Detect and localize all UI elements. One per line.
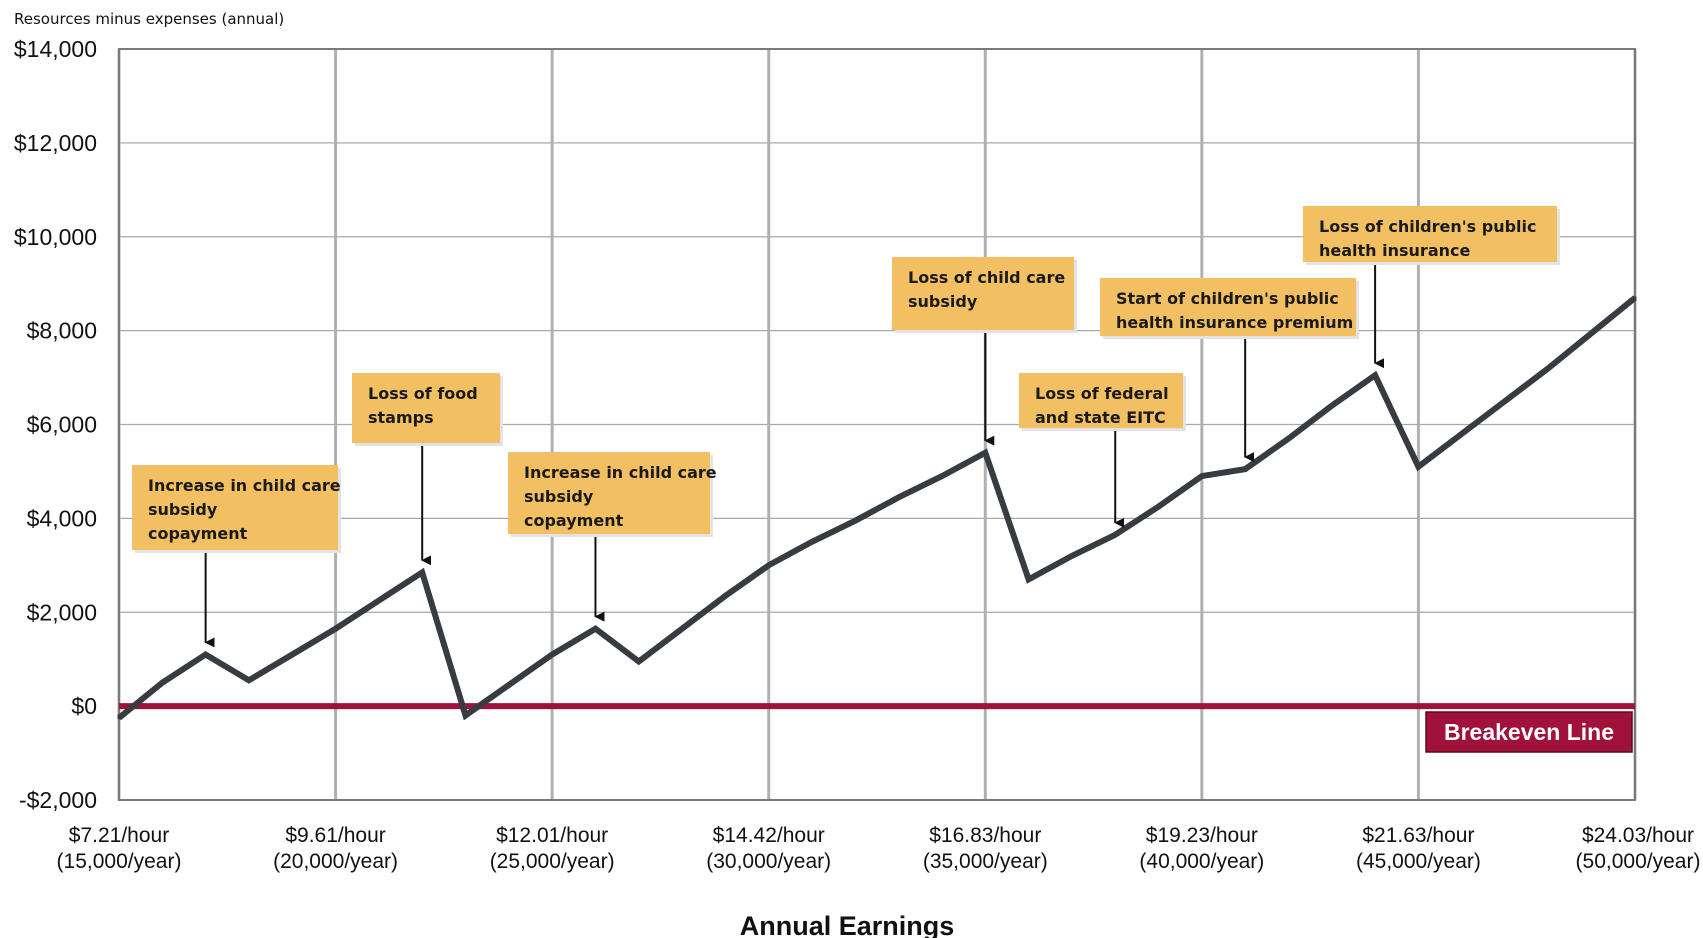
y-tick-label-3: $4,000 — [27, 505, 97, 531]
data-point-29 — [1373, 373, 1377, 377]
data-point-30 — [1416, 465, 1420, 469]
y-tick-label-2: $2,000 — [27, 599, 97, 625]
breakeven-group: Breakeven Line — [119, 703, 1635, 753]
data-point-9 — [507, 683, 511, 687]
y-tick-label-0: -$2,000 — [19, 787, 97, 813]
annotation-box-3 — [892, 257, 1074, 330]
data-point-0 — [117, 716, 121, 720]
data-point-3 — [247, 678, 251, 682]
x-ticks: $7.21/hour (15,000/year) $9.61/hour (20,000… — [57, 824, 1701, 873]
data-point-24 — [1157, 505, 1161, 509]
data-point-2 — [204, 652, 208, 656]
data-point-16 — [810, 540, 814, 544]
y-tick-label-4: $6,000 — [27, 412, 97, 438]
x-axis-label: Annual Earnings — [740, 911, 955, 938]
data-point-12 — [637, 660, 641, 664]
x-tick-label-6: $21.63/hour — [1362, 824, 1474, 847]
annotation-text-1: Loss of food stamps — [368, 384, 478, 427]
data-point-8 — [464, 714, 468, 718]
data-point-18 — [897, 495, 901, 499]
x-tick-sublabel-3: (30,000/year) — [706, 850, 831, 873]
annotation-text-0: Increase in child care subsidy copayment — [148, 476, 341, 543]
series-group — [117, 295, 1637, 721]
annotation-text-5: Start of children's public health insuran… — [1116, 289, 1353, 332]
annotation-text-2: Increase in child care subsidy copayment — [524, 463, 717, 530]
data-point-6 — [377, 599, 381, 603]
x-tick-sublabel-4: (35,000/year) — [923, 850, 1048, 873]
data-point-14 — [723, 594, 727, 598]
data-point-34 — [1590, 331, 1594, 335]
y-tick-label-8: $14,000 — [14, 36, 97, 62]
data-point-20 — [983, 451, 987, 455]
data-point-10 — [550, 652, 554, 656]
x-tick-label-0: $7.21/hour — [69, 824, 169, 847]
annotations: Increase in child care subsidy copayment Lo… — [132, 206, 1560, 648]
x-tick-label-1: $9.61/hour — [285, 824, 385, 847]
data-point-25 — [1200, 474, 1204, 478]
data-point-11 — [593, 627, 597, 631]
data-point-35 — [1633, 296, 1637, 300]
x-tick-sublabel-5: (40,000/year) — [1139, 850, 1264, 873]
annotation-box-1 — [352, 373, 500, 443]
x-tick-sublabel-6: (45,000/year) — [1356, 850, 1481, 873]
data-point-15 — [767, 563, 771, 567]
data-point-26 — [1243, 467, 1247, 471]
x-tick-sublabel-2: (25,000/year) — [490, 850, 615, 873]
y-tick-label-7: $12,000 — [14, 130, 97, 156]
x-tick-label-3: $14.42/hour — [713, 824, 825, 847]
x-tick-label-5: $19.23/hour — [1146, 824, 1258, 847]
annotation-box-5 — [1100, 278, 1356, 336]
data-point-33 — [1546, 366, 1550, 370]
annotation-box-0 — [132, 465, 338, 550]
data-point-4 — [290, 652, 294, 656]
annotation-box-2 — [508, 452, 710, 534]
breakeven-label-box — [1425, 711, 1633, 753]
x-tick-label-2: $12.01/hour — [496, 824, 608, 847]
x-tick-sublabel-1: (20,000/year) — [273, 850, 398, 873]
data-point-1 — [160, 681, 164, 685]
data-point-22 — [1070, 554, 1074, 558]
y-tick-label-5: $8,000 — [27, 318, 97, 344]
data-point-31 — [1460, 432, 1464, 436]
data-point-32 — [1503, 399, 1507, 403]
series-line-0 — [117, 295, 1637, 721]
data-point-7 — [420, 570, 424, 574]
data-point-5 — [334, 627, 338, 631]
y-tick-label-1: $0 — [71, 693, 97, 719]
annotation-box-4 — [1019, 373, 1183, 428]
y-tick-label-6: $10,000 — [14, 224, 97, 250]
data-point-19 — [940, 474, 944, 478]
y-ticks: -$2,000 $0 $2,000 $4,000 $6,000 $8,000 $10,000… — [14, 36, 97, 813]
data-point-23 — [1113, 533, 1117, 537]
x-tick-sublabel-0: (15,000/year) — [57, 850, 182, 873]
data-point-28 — [1330, 404, 1334, 408]
plot-frame — [118, 48, 1636, 801]
x-tick-sublabel-7: (50,000/year) — [1576, 850, 1701, 873]
x-tick-label-4: $16.83/hour — [929, 824, 1041, 847]
annotation-box-6 — [1303, 206, 1557, 262]
x-tick-label-7: $24.03/hour — [1582, 824, 1694, 847]
annotation-text-3: Loss of child care subsidy — [908, 268, 1065, 311]
annotation-text-4: Loss of federal and state EITC — [1035, 384, 1169, 427]
annotation-text-6: Loss of children's public health insuranc… — [1319, 217, 1537, 260]
data-point-27 — [1286, 437, 1290, 441]
data-point-17 — [853, 519, 857, 523]
grid — [117, 48, 1637, 801]
breakeven-label: Breakeven Line — [1444, 719, 1614, 745]
data-point-13 — [680, 627, 684, 631]
y-axis-label: Resources minus expenses (annual) — [14, 10, 284, 28]
data-point-21 — [1027, 577, 1031, 581]
